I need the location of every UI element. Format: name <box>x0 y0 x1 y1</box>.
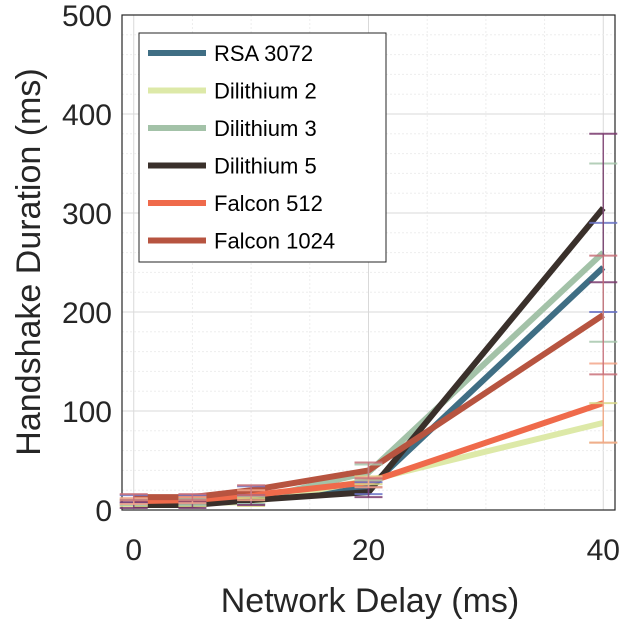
y-tick-label: 0 <box>95 495 112 528</box>
x-tick-label: 20 <box>352 534 385 567</box>
y-axis-label: Handshake Duration (ms) <box>10 68 48 455</box>
x-tick-label: 40 <box>587 534 620 567</box>
y-tick-label: 200 <box>62 297 112 330</box>
legend-label: Dilithium 2 <box>214 79 317 104</box>
plot-frame <box>121 14 616 511</box>
y-tick-label: 300 <box>62 198 112 231</box>
legend-label: Dilithium 3 <box>214 116 317 141</box>
legend-label: Dilithium 5 <box>214 154 317 179</box>
legend-label: RSA 3072 <box>214 41 313 66</box>
legend: RSA 3072 Dilithium 2 Dilithium 3 Dilithium … <box>138 32 387 263</box>
series-layer <box>119 132 618 510</box>
legend-label: Falcon 1024 <box>214 229 335 254</box>
x-tick-label: 0 <box>125 534 142 567</box>
y-tick-label: 500 <box>62 0 112 33</box>
x-axis-label: Network Delay (ms) <box>221 582 519 620</box>
y-tick-label: 100 <box>62 396 112 429</box>
y-tick-label: 400 <box>62 99 112 132</box>
legend-box <box>138 32 387 263</box>
legend-label: Falcon 512 <box>214 191 323 216</box>
